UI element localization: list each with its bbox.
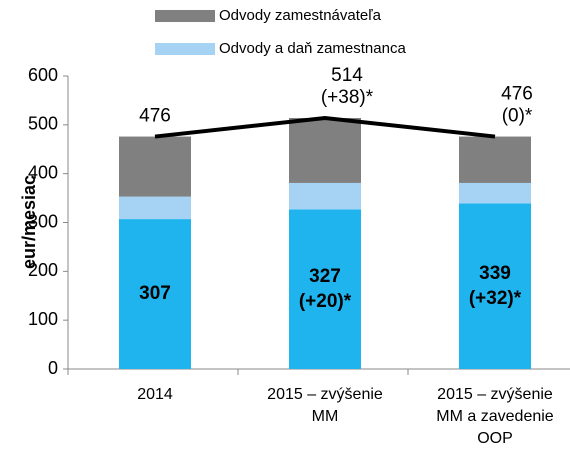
x-tick-label: OOP [477,430,513,447]
y-tick-label: 200 [28,260,58,280]
bar-change-label: (+20)* [299,291,352,312]
line-change-label: (0)* [502,106,533,127]
y-tick-label: 500 [28,114,58,134]
bar-value-label: 327 [309,266,341,287]
x-tick-label: 2014 [137,386,173,403]
bar-segment [289,117,361,183]
legend-label: Odvody zamestnávateľa [219,7,382,24]
x-tick-label: MM [312,408,339,425]
bar-segment [289,182,361,210]
bar-segment [459,182,531,204]
y-axis-label: eur/mesiac [19,175,39,269]
y-tick-label: 300 [28,211,58,231]
line-change-label: (+38)* [321,87,374,108]
line-value-label: 476 [139,106,171,127]
y-tick-label: 0 [48,358,58,378]
bar-segment [459,136,531,183]
legend-label: Odvody a daň zamestnanca [219,40,406,57]
bar-value-label: 307 [139,283,171,304]
x-tick-label: 2015 – zvýšenie [437,386,553,403]
bar-value-label: 339 [479,263,511,284]
legend-swatch [155,10,215,22]
bar-segment [289,209,361,369]
bar-change-label: (+32)* [469,288,522,309]
bar-segment [119,196,191,220]
line-value-label: 514 [331,65,363,86]
legend-swatch [155,43,215,55]
y-tick-label: 600 [28,65,58,85]
y-tick-label: 400 [28,162,58,182]
bar-segment [119,219,191,369]
y-tick-label: 100 [28,309,58,329]
line-value-label: 476 [501,84,533,105]
x-tick-label: 2015 – zvýšenie [267,386,383,403]
total-line [154,115,496,139]
bar-segment [119,136,191,197]
x-tick-label: MM a zavedenie [436,408,553,425]
bar-segment [459,203,531,369]
